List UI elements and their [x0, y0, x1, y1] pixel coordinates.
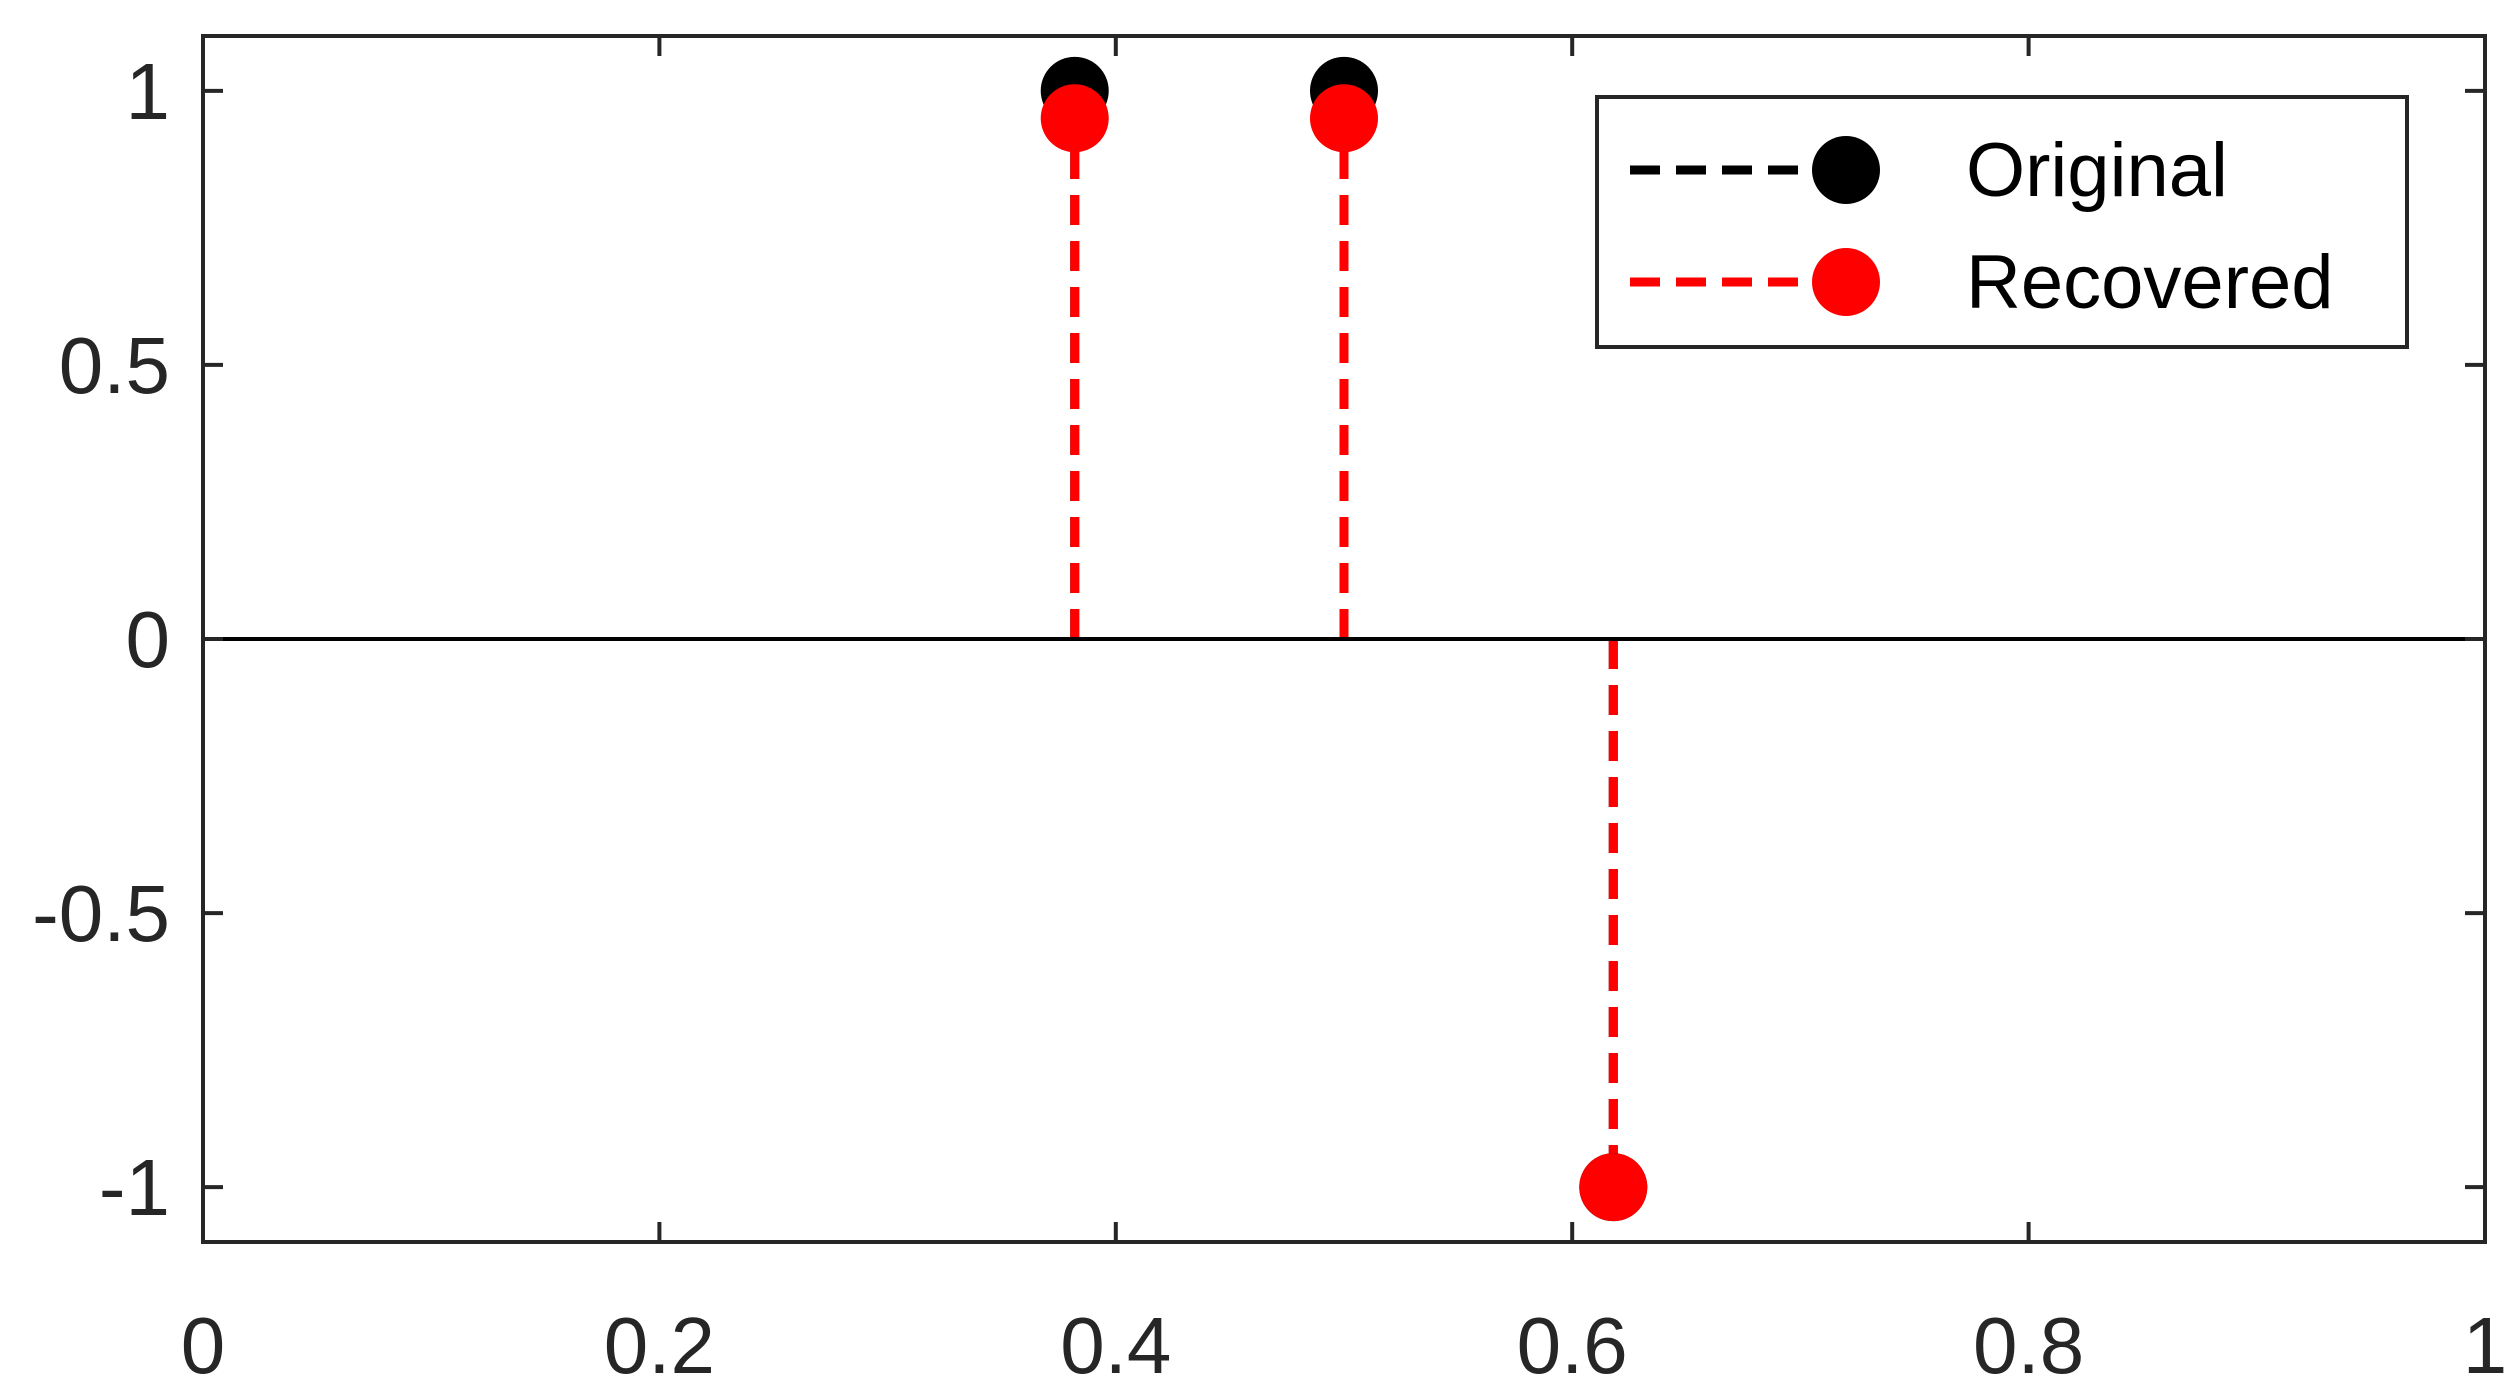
x-tick-label-2: 0.4: [1060, 1301, 1171, 1390]
marker-recovered-2: [1579, 1153, 1648, 1222]
legend-entries: Original Recovered: [1630, 128, 2334, 325]
legend: Original Recovered: [1595, 95, 2409, 349]
x-tick-label-5: 1: [2463, 1301, 2508, 1390]
markers-layer: [1040, 56, 1648, 1222]
x-tick-label-3: 0.6: [1517, 1301, 1628, 1390]
legend-box: [1595, 95, 2409, 349]
ticks-layer: 0 0.2 0.4 0.6 0.8 1 1 0.5 0 -0.5 -1: [32, 36, 2507, 1390]
marker-recovered-1: [1310, 84, 1378, 153]
y-tick-label-2: 0: [126, 595, 171, 684]
x-tick-label-0: 0: [181, 1301, 226, 1390]
y-tick-label-4: -1: [99, 1143, 170, 1232]
legend-marker-original: [1812, 136, 1880, 204]
legend-marker-recovered: [1812, 248, 1880, 316]
y-tick-label-0: 1: [126, 47, 171, 136]
y-tick-label-3: -0.5: [32, 869, 170, 958]
y-tick-label-1: 0.5: [59, 321, 170, 410]
stems-layer: [1070, 90, 1618, 1188]
legend-label-recovered: Recovered: [1966, 240, 2334, 325]
x-tick-label-4: 0.8: [1973, 1301, 2084, 1390]
x-tick-label-1: 0.2: [604, 1301, 715, 1390]
marker-recovered-0: [1040, 84, 1109, 153]
legend-label-original: Original: [1966, 128, 2228, 213]
